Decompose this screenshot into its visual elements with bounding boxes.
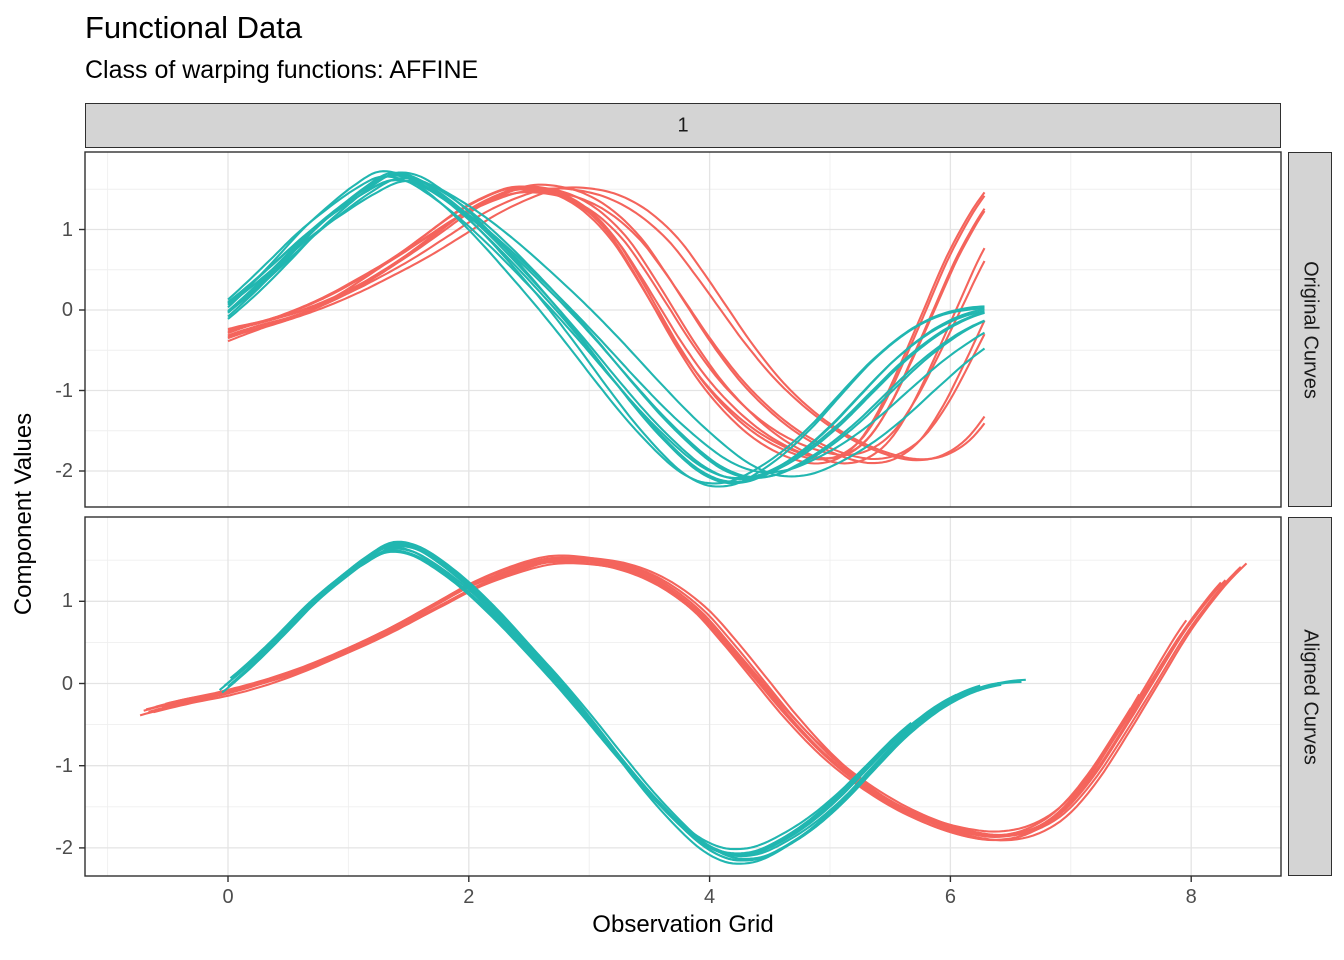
curve-cluster-2-original-6 xyxy=(227,178,986,474)
y-tick-label-aligned--2: -2 xyxy=(55,836,73,859)
curve-cluster-2-aligned-10 xyxy=(229,550,912,855)
curve-cluster-1-aligned-10 xyxy=(165,558,1078,838)
panel-border-aligned xyxy=(84,516,1282,877)
panel-aligned xyxy=(85,517,1281,876)
facet-column-strip-label: 1 xyxy=(677,114,689,136)
curve-cluster-1-original-8 xyxy=(227,189,986,461)
y-tick-label-aligned-0: 0 xyxy=(61,672,73,695)
x-tick-label-4: 4 xyxy=(704,886,716,908)
chart-subtitle: Class of warping functions: AFFINE xyxy=(85,56,479,84)
y-tick-label-original--1: -1 xyxy=(55,379,73,402)
axes xyxy=(79,151,1282,882)
curve-cluster-1-original-10 xyxy=(227,187,986,462)
curve-cluster-1-original-6 xyxy=(227,191,986,457)
facet-row-strip-original-curves-label: Original Curves xyxy=(1299,260,1322,399)
curve-cluster-1-original-7 xyxy=(227,183,986,465)
curve-cluster-2-original-9 xyxy=(227,170,985,485)
y-tick-label-original-0: 0 xyxy=(61,299,73,321)
x-tick-label-0: 0 xyxy=(222,886,234,908)
y-tick-label-aligned--1: -1 xyxy=(55,754,73,777)
curve-cluster-2-original-10 xyxy=(227,179,986,478)
y-axis-title: Component Values xyxy=(10,412,37,616)
curve-cluster-1-original-9 xyxy=(227,186,986,461)
panel-border-original xyxy=(84,151,1282,508)
chart-title: Functional Data xyxy=(85,10,303,45)
x-tick-label-2: 2 xyxy=(463,886,475,908)
facet-column-strip: 1 xyxy=(85,103,1281,148)
x-tick-label-8: 8 xyxy=(1185,886,1197,908)
facet-row-strip-aligned-curves-label: Aligned Curves xyxy=(1299,628,1322,765)
facet-row-strip-aligned-curves: Aligned Curves xyxy=(1288,517,1332,876)
y-tick-label-aligned-1: 1 xyxy=(61,590,73,613)
curve-cluster-2-original-7 xyxy=(227,174,985,483)
curves-aligned xyxy=(139,540,1248,865)
curve-cluster-2-original-8 xyxy=(227,176,985,480)
y-tick-label-original-1: 1 xyxy=(61,218,73,241)
x-axis-title: Observation Grid xyxy=(592,911,774,938)
facet-row-strip-original-curves: Original Curves xyxy=(1288,152,1332,507)
curves-original xyxy=(227,170,986,488)
x-tick-label-6: 6 xyxy=(944,886,956,908)
y-tick-label-original--2: -2 xyxy=(55,460,73,482)
curve-cluster-1-aligned-3 xyxy=(153,556,1248,842)
